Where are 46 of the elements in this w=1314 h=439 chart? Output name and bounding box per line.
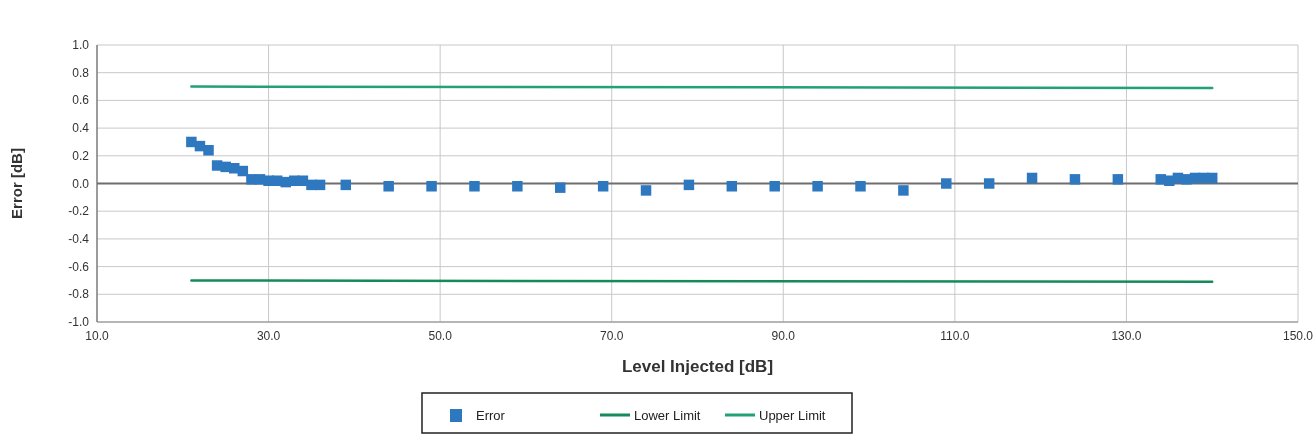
legend-label: Lower Limit	[634, 408, 701, 423]
legend-label: Error	[476, 408, 506, 423]
y-tick-label: 0.4	[72, 121, 90, 136]
x-tick-label: 150.0	[1282, 329, 1314, 343]
y-tick-label: -0.2	[68, 204, 90, 219]
x-axis-title: Level Injected [dB]	[621, 357, 774, 376]
y-tick-label: -0.6	[68, 259, 90, 274]
point	[340, 179, 352, 191]
point	[941, 178, 952, 189]
y-tick-label: 0.2	[72, 148, 90, 163]
point	[898, 185, 909, 196]
point	[769, 181, 780, 192]
y-tick-label: -0.4	[68, 231, 90, 246]
y-tick-label: 0.6	[72, 93, 90, 108]
point	[812, 181, 823, 192]
point	[203, 145, 214, 156]
x-tick-label: 70.0	[600, 329, 624, 343]
x-tick-label: 90.0	[771, 329, 796, 343]
point	[426, 181, 437, 192]
x-tick-label: 30.0	[256, 329, 281, 343]
y-tick-label: 1.0	[72, 38, 90, 52]
point	[1112, 174, 1124, 185]
y-tick-label: -1.0	[68, 315, 90, 329]
point	[1069, 174, 1081, 185]
point	[983, 178, 995, 189]
point	[1026, 172, 1038, 184]
x-tick-label: 130.0	[1111, 329, 1142, 343]
point	[383, 181, 394, 192]
point	[855, 181, 866, 192]
point	[640, 185, 652, 196]
x-tick-label: 110.0	[940, 329, 970, 343]
point	[555, 182, 566, 193]
point	[314, 179, 326, 191]
point	[512, 181, 523, 192]
point	[469, 181, 480, 192]
legend-label: Upper Limit	[759, 408, 826, 423]
point	[726, 181, 738, 192]
y-tick-label: 0.0	[72, 176, 90, 191]
x-tick-label: 50.0	[428, 329, 453, 343]
y-axis-title: Error [dB]	[8, 148, 25, 219]
x-tick-label: 10.0	[85, 329, 109, 343]
point	[683, 179, 695, 191]
y-tick-label: -0.8	[68, 287, 90, 302]
y-tick-label: 0.8	[72, 65, 90, 80]
point	[1206, 172, 1218, 184]
point	[597, 181, 609, 192]
